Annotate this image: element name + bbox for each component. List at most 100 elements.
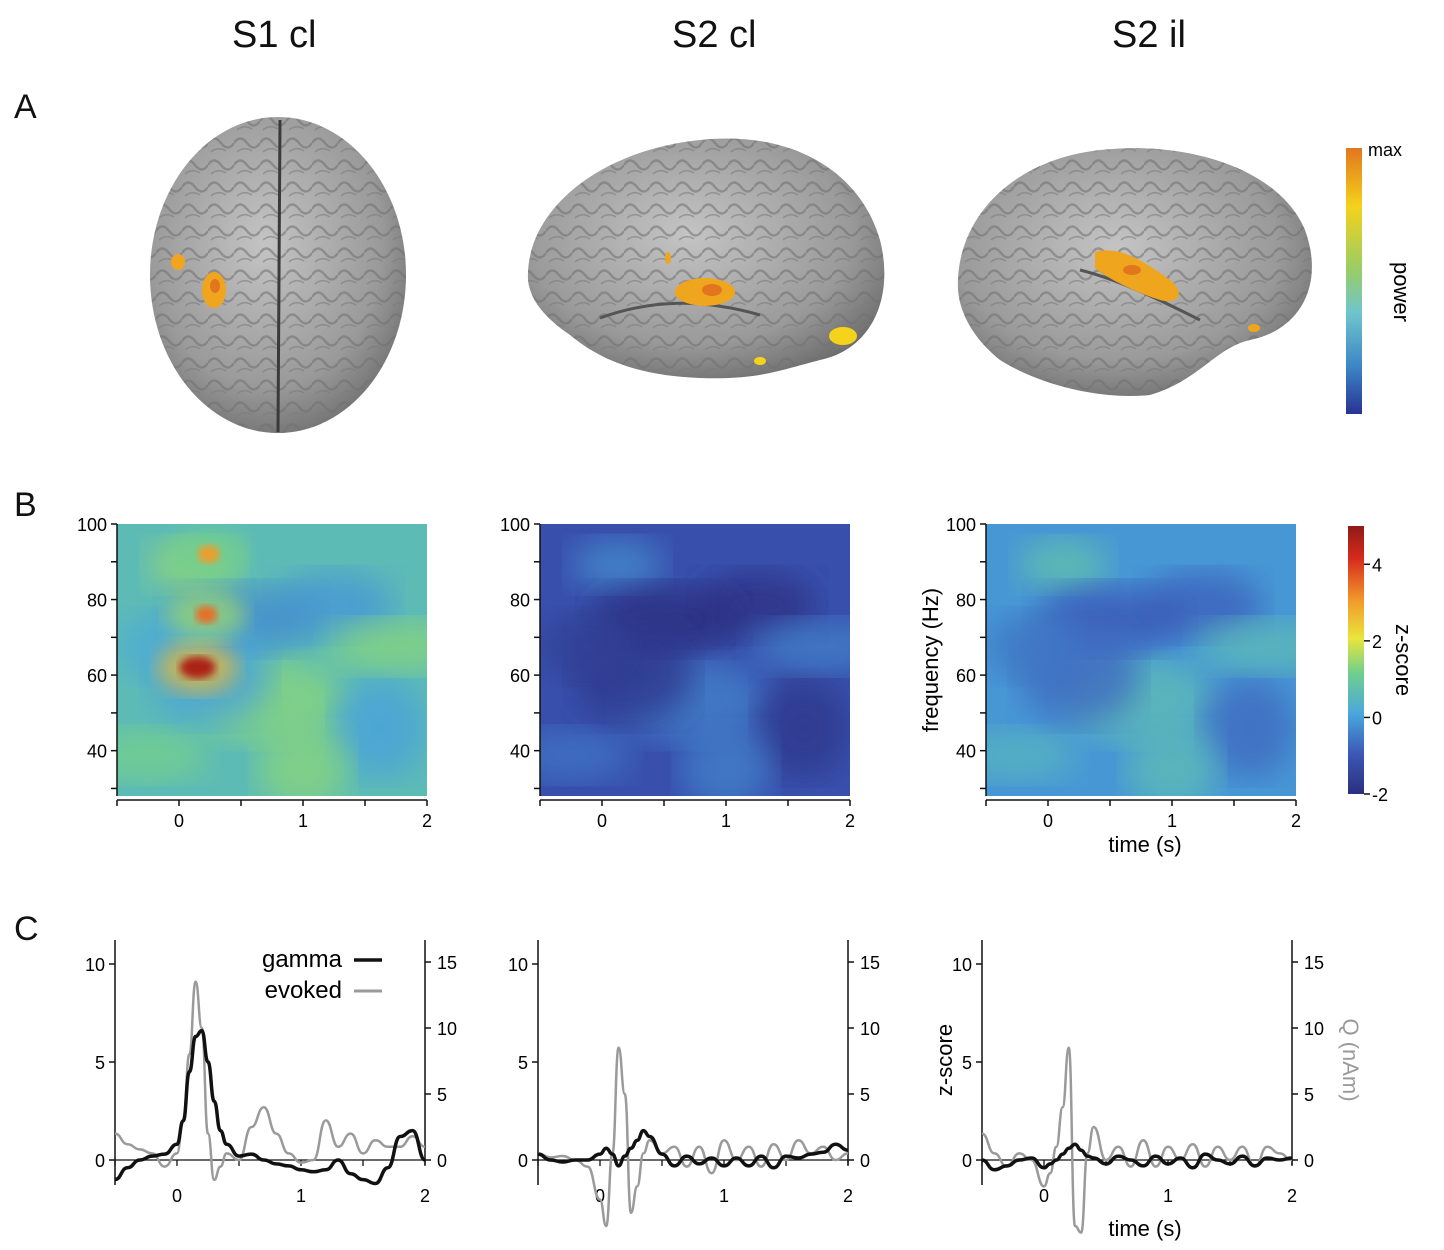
timecourse-right-tick-label: 10 — [437, 1019, 457, 1039]
legend: gamma evoked — [262, 946, 382, 1004]
heatmap-xtick-label: 1 — [1167, 811, 1177, 831]
heatmap-texture — [986, 612, 1079, 681]
timecourse-xtick-label: 2 — [420, 1186, 430, 1206]
timecourse-left-tick-label: 0 — [518, 1151, 528, 1171]
heatmap-ylabel: frequency (Hz) — [918, 588, 943, 732]
heatmap-texture — [1197, 620, 1296, 673]
heatmap-xtick-label: 0 — [597, 811, 607, 831]
heatmap-texture — [1203, 678, 1296, 778]
heatmap-texture — [540, 729, 631, 782]
timecourse-right-tick-label: 0 — [1304, 1151, 1314, 1171]
timecourse-right-label: Q (nAm) — [1338, 1018, 1363, 1101]
heatmap-hotspot — [197, 545, 220, 564]
activation-blob-s2-cl — [665, 252, 857, 365]
timecourse-1: 10 5 0 15 10 5 0 0 1 2 — [85, 940, 457, 1206]
timecourse-right-tick-label: 15 — [437, 953, 457, 973]
brain-lateral-view-right — [957, 148, 1312, 396]
timecourse-left-tick-label: 5 — [95, 1053, 105, 1073]
activation-blob-s1 — [171, 254, 226, 308]
timecourse-xtick-label: 2 — [1287, 1186, 1297, 1206]
heatmap-1: 100 80 60 40 0 1 2 — [77, 515, 432, 831]
power-colorbar — [1346, 148, 1362, 414]
timecourse-right-tick-label: 15 — [1304, 953, 1324, 973]
heatmap-texture — [1126, 726, 1218, 796]
heatmap-xtick-label: 2 — [422, 811, 432, 831]
timecourse-right-tick-label: 15 — [860, 953, 880, 973]
zscore-colorbar — [1348, 526, 1364, 794]
timecourse-left-tick-label: 10 — [508, 955, 528, 975]
timecourse-xtick-label: 0 — [1039, 1186, 1049, 1206]
heatmap-ytick-label: 80 — [956, 591, 976, 611]
series-evoked — [537, 1046, 849, 1228]
timecourse-right-tick-label: 5 — [1304, 1085, 1314, 1105]
series-gamma — [537, 1128, 849, 1170]
brain-top-view — [150, 117, 406, 433]
heatmap-texture — [680, 726, 772, 796]
power-colorbar-label: power — [1389, 262, 1414, 322]
legend-evoked-label: evoked — [265, 977, 342, 1004]
timecourse-left-tick-label: 10 — [952, 955, 972, 975]
heatmap-ytick-label: 40 — [956, 742, 976, 762]
heatmap-ytick-label: 40 — [87, 742, 107, 762]
heatmap-ytick-label: 60 — [87, 666, 107, 686]
heatmap-texture — [334, 678, 427, 778]
heatmap-xlabel: time (s) — [1108, 832, 1181, 857]
panel-letter-a: A — [14, 88, 37, 126]
timecourse-xlabel: time (s) — [1108, 1216, 1181, 1241]
timecourse-left-label: z-score — [932, 1024, 957, 1096]
timecourse-left-tick-label: 5 — [518, 1053, 528, 1073]
heatmap-ytick-label: 100 — [946, 515, 976, 535]
heatmap-3: 100 80 60 40 0 1 2 — [946, 515, 1301, 831]
heatmap-texture — [117, 729, 208, 782]
timecourse-xtick-label: 1 — [719, 1186, 729, 1206]
timecourse-right-tick-label: 10 — [1304, 1019, 1324, 1039]
heatmap-hotspot — [179, 656, 216, 679]
timecourse-xtick-label: 2 — [843, 1186, 853, 1206]
heatmap-xtick-label: 1 — [298, 811, 308, 831]
timecourse-right-tick-label: 5 — [860, 1085, 870, 1105]
timecourse-left-tick-label: 5 — [962, 1053, 972, 1073]
heatmap-ytick-label: 60 — [510, 666, 530, 686]
column-title-s1-cl: S1 cl — [232, 14, 317, 56]
zscore-tick-label: 2 — [1372, 632, 1382, 652]
timecourse-xtick-label: 1 — [1163, 1186, 1173, 1206]
power-colorbar-max-label: max — [1368, 140, 1402, 160]
zscore-tick-label: 0 — [1372, 708, 1382, 728]
timecourse-left-tick-label: 0 — [95, 1151, 105, 1171]
series-evoked — [114, 980, 426, 1182]
heatmap-xtick-label: 2 — [845, 811, 855, 831]
timecourse-right-tick-label: 5 — [437, 1085, 447, 1105]
heatmap-ytick-label: 60 — [956, 666, 976, 686]
brain-lateral-view-left — [527, 138, 885, 379]
timecourse-right-tick-label: 0 — [437, 1151, 447, 1171]
panel-letter-c: C — [14, 910, 39, 948]
heatmap-texture — [328, 620, 427, 673]
heatmap-texture — [757, 678, 850, 778]
heatmap-texture — [540, 612, 633, 681]
panel-letter-b: B — [14, 486, 37, 524]
heatmap-ytick-label: 40 — [510, 742, 530, 762]
timecourse-left-tick-label: 0 — [962, 1151, 972, 1171]
series-gamma — [114, 1028, 426, 1186]
heatmap-ytick-label: 80 — [510, 591, 530, 611]
series-gamma — [981, 1142, 1293, 1172]
timecourse-xtick-label: 0 — [172, 1186, 182, 1206]
column-title-s2-il: S2 il — [1112, 14, 1186, 56]
zscore-tick-label: 4 — [1372, 555, 1382, 575]
heatmap-texture — [1017, 538, 1110, 591]
heatmap-texture — [571, 538, 664, 591]
heatmap-xtick-label: 1 — [721, 811, 731, 831]
column-title-s2-cl: S2 cl — [672, 14, 757, 56]
activation-blob-s2-il — [1095, 250, 1260, 332]
heatmap-hotspot — [195, 605, 218, 624]
heatmap-texture — [751, 620, 850, 673]
timecourse-xtick-label: 0 — [595, 1186, 605, 1206]
timecourse-left-tick-label: 10 — [85, 955, 105, 975]
series-evoked — [981, 1046, 1293, 1234]
heatmap-panels: 100 80 60 40 0 1 2 100 80 60 40 0 1 2 100 80 60 40 0 1 2 — [77, 515, 1301, 831]
timecourse-2: 10 5 0 15 10 5 0 0 1 2 — [508, 940, 880, 1228]
heatmap-xtick-label: 0 — [174, 811, 184, 831]
heatmap-texture — [986, 729, 1077, 782]
heatmap-ytick-label: 80 — [87, 591, 107, 611]
